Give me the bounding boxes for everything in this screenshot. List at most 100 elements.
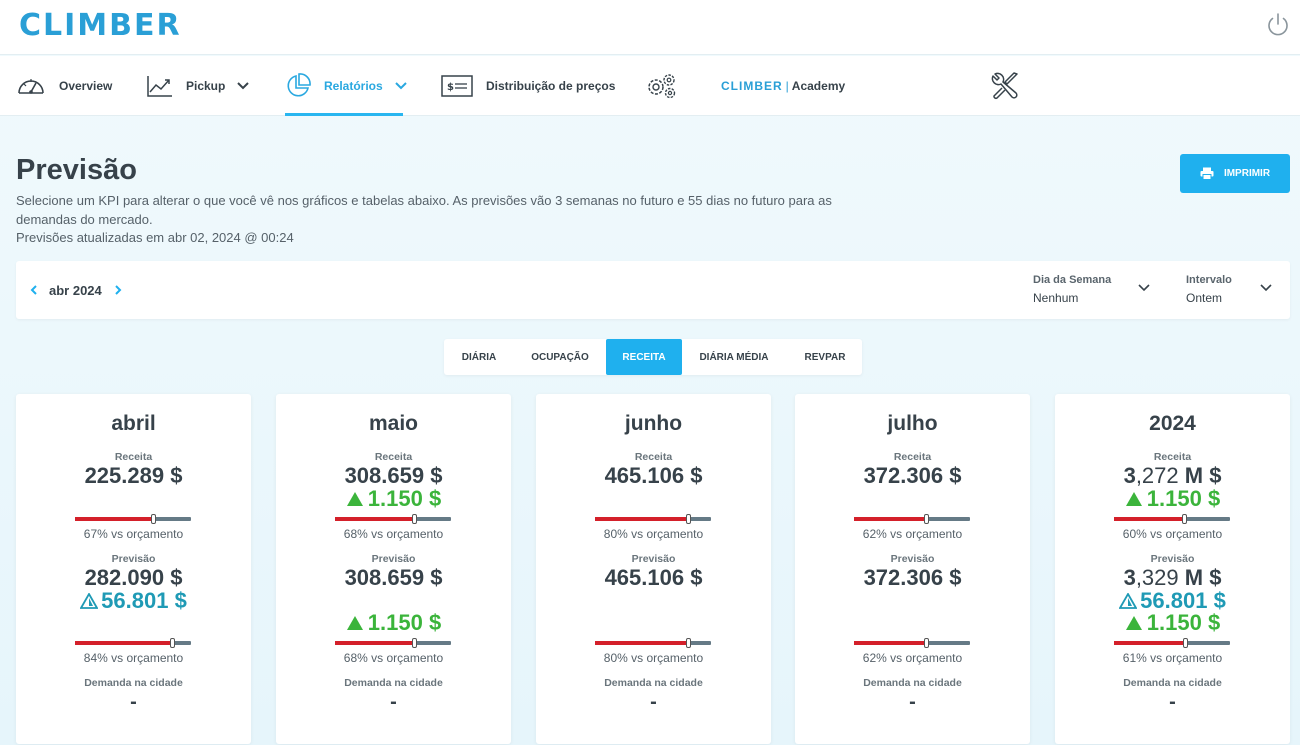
receita-delta: 1.150 $ [276,486,511,512]
month-card: julho Receita 372.306 $ 62% vs orçamento… [795,394,1030,744]
nav-pickup[interactable]: Pickup [147,56,250,116]
interval-dropdown[interactable]: Intervalo Ontem [1186,261,1281,319]
print-button[interactable]: IMPRIMIR [1180,154,1290,193]
tab-receita[interactable]: RECEITA [606,339,682,375]
triangle-up-outline-icon [79,592,99,609]
chevron-down-icon [1260,284,1272,292]
previsao-budget-bar [75,638,191,648]
nav-pickup-label: Pickup [186,79,226,93]
chevron-left-icon[interactable] [27,282,41,298]
previsao-value-rest: ,329 [1135,565,1179,590]
triangle-up-icon [346,616,363,630]
card-title: 2024 [1149,412,1196,435]
pie-chart-icon [287,73,311,97]
previsao-budget-bar [335,638,451,648]
previsao-value-main: 3 [1123,565,1136,590]
nav-tools[interactable] [990,56,1020,116]
receita-label: Receita [374,451,413,463]
page-description: Selecione um KPI para alterar o que você… [16,193,832,227]
previsao-label: Previsão [1150,553,1195,565]
demanda-value: - [909,691,916,713]
receita-delta: 1.150 $ [1055,486,1290,512]
receita-budget-pct: 80% vs orçamento [603,527,704,541]
chevron-right-icon[interactable] [111,282,125,298]
receita-value-rest: ,272 [1135,463,1179,488]
month-card: abril Receita 225.289 $ 67% vs orçamento… [16,394,251,744]
receita-budget-bar [1114,514,1230,524]
svg-text:$: $ [447,82,454,93]
tab-diaria-media[interactable]: DIÁRIA MÉDIA [699,351,769,363]
previsao-budget-pct: 68% vs orçamento [343,651,444,665]
previsao-delta-green: 1.150 $ [276,610,511,636]
tab-revpar[interactable]: REVPAR [804,351,846,363]
receita-value: 225.289 $ [84,463,183,488]
previsao-delta-teal: 56.801 $ [1055,588,1290,614]
previsao-delta-teal-value: 56.801 $ [1140,588,1226,613]
previsao-value: 3,329 M $ [1055,565,1290,591]
card-title: julho [887,412,938,435]
previsao-budget-pct: 61% vs orçamento [1122,651,1223,665]
receita-budget-pct: 68% vs orçamento [343,527,444,541]
academy-brand: CLIMBER [721,79,783,93]
kpi-tabs: DIÁRIA OCUPAÇÃO RECEITA DIÁRIA MÉDIA REV… [444,339,862,375]
nav-settings[interactable] [644,56,678,116]
tab-ocupacao[interactable]: OCUPAÇÃO [531,351,589,363]
page-title: Previsão [16,154,137,186]
receita-budget-bar [335,514,451,524]
academy-separator: | [785,79,789,93]
triangle-up-outline-icon [1118,592,1138,609]
nav-distribuicao[interactable]: $ Distribuição de preços [441,56,615,116]
forecast-updated-text: Previsões atualizadas em abr 02, 2024 @ … [16,230,294,245]
receita-delta-value: 1.150 $ [1146,486,1221,511]
previsao-budget-bar [854,638,970,648]
power-icon[interactable] [1264,11,1292,39]
month-card: junho Receita 465.106 $ 80% vs orçamento… [536,394,771,744]
chevron-down-icon [1138,284,1150,292]
tab-diaria[interactable]: DIÁRIA [461,351,497,363]
receita-label: Receita [893,451,932,463]
receita-value: 465.106 $ [604,463,703,488]
month-selector-label: abr 2024 [49,283,102,298]
demanda-value: - [650,691,657,713]
receita-value: 372.306 $ [863,463,962,488]
demanda-value: - [1169,691,1176,713]
chevron-down-icon [394,82,407,90]
previsao-delta-teal-value: 56.801 $ [101,588,187,613]
tools-icon [991,72,1018,100]
academy-label: CLIMBER | Academy [721,79,845,93]
print-button-label: IMPRIMIR [1223,168,1271,179]
climber-logo[interactable]: CLIMBER [19,8,182,43]
previsao-label: Previsão [371,553,416,565]
demanda-label: Demanda na cidade [1123,677,1222,689]
nav-relatorios-label: Relatórios [324,79,383,93]
weekday-dropdown[interactable]: Dia da Semana Nenhum [1033,261,1153,319]
receita-budget-pct: 62% vs orçamento [862,527,963,541]
receita-budget-bar [75,514,191,524]
receita-label: Receita [1153,451,1192,463]
demanda-label: Demanda na cidade [344,677,443,689]
previsao-delta-green-value: 1.150 $ [1146,610,1221,635]
receita-value-main: 3 [1123,463,1136,488]
previsao-value-unit: M $ [1178,565,1222,590]
interval-value: Ontem [1186,291,1223,305]
previsao-value: 282.090 $ [84,565,183,590]
nav-overview-label: Overview [59,79,113,93]
nav-relatorios[interactable]: Relatórios [285,56,407,116]
nav-overview[interactable]: Overview [16,56,112,116]
receita-budget-pct: 60% vs orçamento [1122,527,1223,541]
previsao-budget-pct: 84% vs orçamento [83,651,184,665]
previsao-delta-green-value: 1.150 $ [367,610,442,635]
previsao-budget-pct: 62% vs orçamento [862,651,963,665]
demanda-value: - [130,691,137,713]
year-card: 2024 Receita 3,272 M $ 1.150 $ 60% vs or… [1055,394,1290,744]
card-title: junho [624,412,683,435]
receita-delta-value: 1.150 $ [367,486,442,511]
nav-academy[interactable]: CLIMBER | Academy [721,56,845,116]
previsao-label: Previsão [631,553,676,565]
gears-icon [648,74,676,99]
demanda-label: Demanda na cidade [863,677,962,689]
triangle-up-icon [1125,492,1142,506]
previsao-value: 372.306 $ [863,565,962,590]
card-title: maio [368,412,418,435]
previsao-value: 465.106 $ [604,565,703,590]
